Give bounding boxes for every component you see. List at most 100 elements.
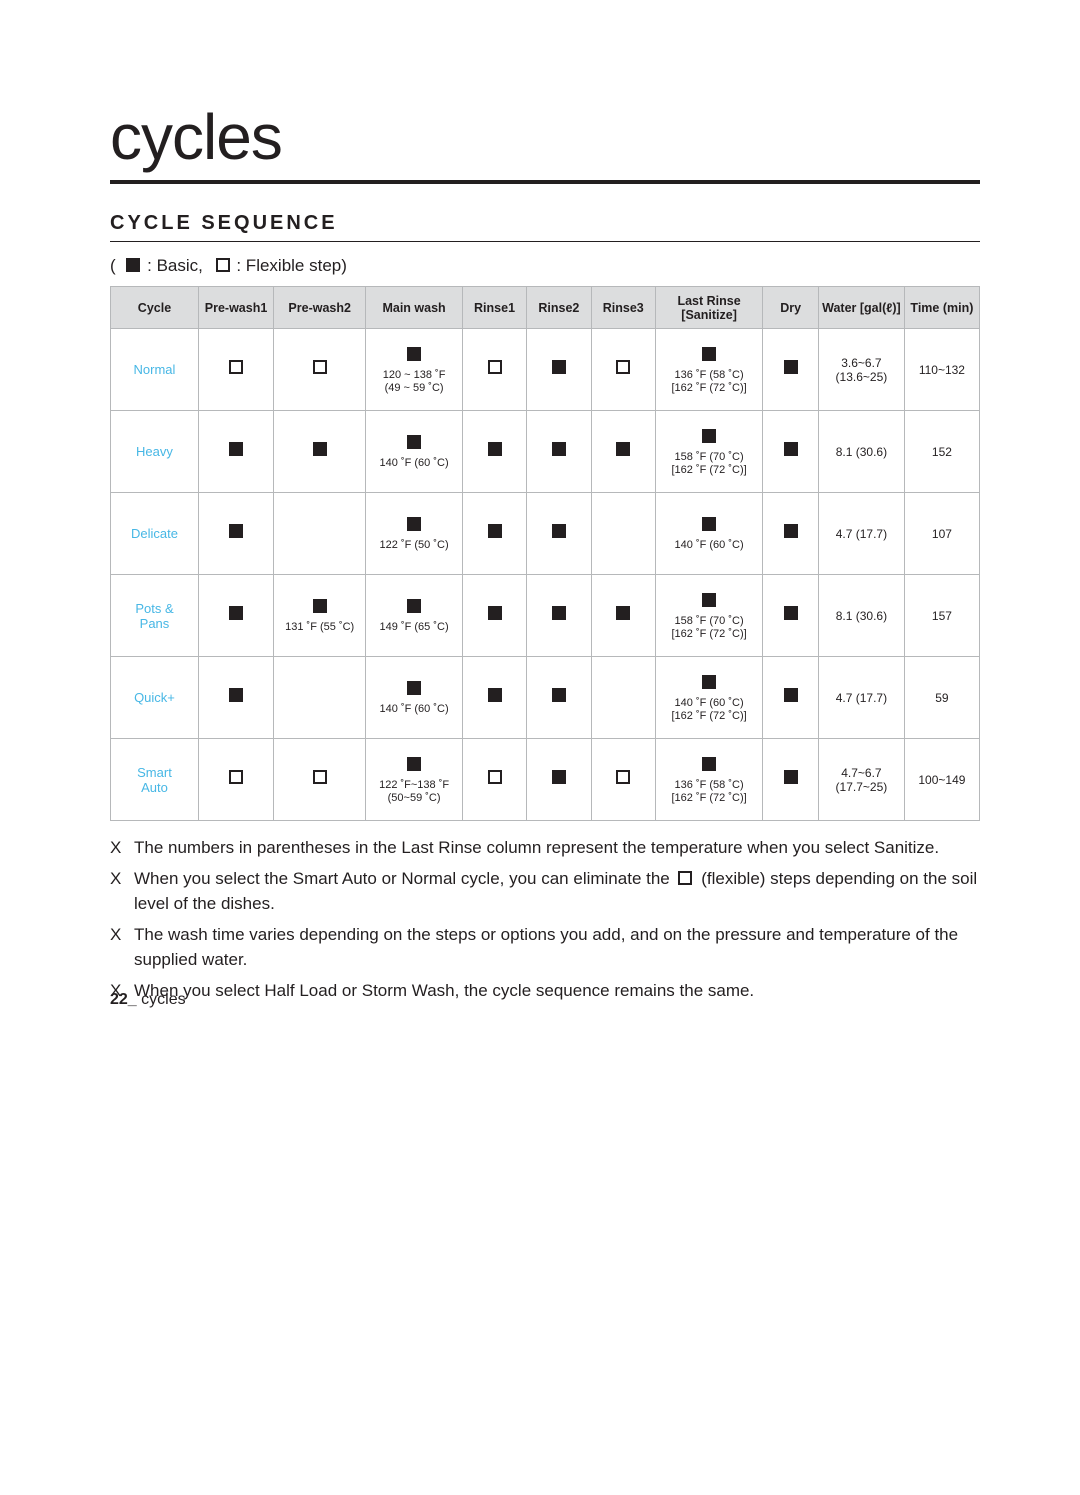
square-filled-icon <box>702 593 716 607</box>
cell-water: 4.7 (17.7) <box>819 493 905 575</box>
note-text: The numbers in parentheses in the Last R… <box>134 835 980 860</box>
th-water: Water [gal(ℓ)] <box>819 287 905 329</box>
note-item: XThe numbers in parentheses in the Last … <box>110 835 980 860</box>
cell-main: 120 ~ 138 ˚F(49 ~ 59 ˚C) <box>366 329 463 411</box>
square-filled-icon <box>702 757 716 771</box>
square-outline-icon <box>488 360 502 374</box>
cell-r3 <box>591 411 655 493</box>
square-outline-icon <box>313 360 327 374</box>
square-filled-icon <box>784 360 798 374</box>
table-header-row: Cycle Pre-wash1 Pre-wash2 Main wash Rins… <box>111 287 980 329</box>
cell-last: 140 ˚F (60 ˚C)[162 ˚F (72 ˚C)] <box>655 657 762 739</box>
cell-r2 <box>527 575 591 657</box>
square-filled-icon <box>488 606 502 620</box>
square-filled-icon <box>229 606 243 620</box>
cell-time: 100~149 <box>904 739 979 821</box>
cell-water: 4.7~6.7 (17.7~25) <box>819 739 905 821</box>
square-filled-icon <box>407 347 421 361</box>
table-row: Pots &Pans131 ˚F (55 ˚C)149 ˚F (65 ˚C)15… <box>111 575 980 657</box>
cell-pw2 <box>274 411 366 493</box>
cell-main: 149 ˚F (65 ˚C) <box>366 575 463 657</box>
square-filled-icon <box>784 606 798 620</box>
note-bullet: X <box>110 922 134 972</box>
page-title: cycles <box>110 100 980 184</box>
cell-time: 152 <box>904 411 979 493</box>
cell-pw2 <box>274 657 366 739</box>
cell-r2 <box>527 411 591 493</box>
cell-r3 <box>591 493 655 575</box>
cell-water: 4.7 (17.7) <box>819 657 905 739</box>
cell-r2 <box>527 493 591 575</box>
square-filled-icon <box>702 347 716 361</box>
square-filled-icon <box>407 757 421 771</box>
cell-dry <box>763 329 819 411</box>
cell-cycle: Delicate <box>111 493 199 575</box>
table-row: Quick+140 ˚F (60 ˚C)140 ˚F (60 ˚C)[162 ˚… <box>111 657 980 739</box>
th-pre2: Pre-wash2 <box>274 287 366 329</box>
legend-flex: : Flexible step) <box>236 256 347 275</box>
square-outline-icon <box>229 360 243 374</box>
cell-dry <box>763 657 819 739</box>
th-r1: Rinse1 <box>462 287 526 329</box>
square-filled-icon <box>552 770 566 784</box>
cell-r1 <box>462 657 526 739</box>
cell-cycle: Normal <box>111 329 199 411</box>
th-last: Last Rinse [Sanitize] <box>655 287 762 329</box>
cell-time: 107 <box>904 493 979 575</box>
square-filled-icon <box>488 524 502 538</box>
square-outline-icon <box>229 770 243 784</box>
cell-water: 8.1 (30.6) <box>819 411 905 493</box>
square-filled-icon <box>784 524 798 538</box>
cell-last: 136 ˚F (58 ˚C)[162 ˚F (72 ˚C)] <box>655 739 762 821</box>
cell-time: 157 <box>904 575 979 657</box>
cell-r3 <box>591 657 655 739</box>
square-filled-icon <box>552 688 566 702</box>
legend-basic: : Basic, <box>147 256 203 275</box>
cell-last: 136 ˚F (58 ˚C)[162 ˚F (72 ˚C)] <box>655 329 762 411</box>
cell-time: 59 <box>904 657 979 739</box>
square-filled-icon <box>616 442 630 456</box>
table-row: SmartAuto122 ˚F~138 ˚F(50~59 ˚C)136 ˚F (… <box>111 739 980 821</box>
square-outline-icon <box>678 871 692 885</box>
cell-r1 <box>462 411 526 493</box>
cell-r2 <box>527 329 591 411</box>
square-filled-icon <box>784 770 798 784</box>
square-filled-icon <box>126 258 140 272</box>
note-text: When you select Half Load or Storm Wash,… <box>134 978 980 1003</box>
cell-pw1 <box>198 329 273 411</box>
square-filled-icon <box>407 681 421 695</box>
square-filled-icon <box>313 599 327 613</box>
cell-last: 140 ˚F (60 ˚C) <box>655 493 762 575</box>
square-outline-icon <box>616 360 630 374</box>
note-text: When you select the Smart Auto or Normal… <box>134 866 980 916</box>
cell-cycle: Quick+ <box>111 657 199 739</box>
page-number: 22_ <box>110 991 137 1008</box>
cell-r2 <box>527 657 591 739</box>
cell-r1 <box>462 493 526 575</box>
square-filled-icon <box>229 442 243 456</box>
cell-main: 122 ˚F (50 ˚C) <box>366 493 463 575</box>
notes-list: XThe numbers in parentheses in the Last … <box>110 835 980 1003</box>
cell-pw2 <box>274 739 366 821</box>
page-footer: 22_ cycles <box>110 991 186 1009</box>
note-bullet: X <box>110 866 134 916</box>
section-heading: CYCLE SEQUENCE <box>110 212 980 242</box>
square-filled-icon <box>488 442 502 456</box>
cell-r1 <box>462 575 526 657</box>
legend: ( : Basic, : Flexible step) <box>110 256 980 276</box>
cell-pw1 <box>198 575 273 657</box>
th-r2: Rinse2 <box>527 287 591 329</box>
th-cycle: Cycle <box>111 287 199 329</box>
cell-r1 <box>462 739 526 821</box>
square-filled-icon <box>784 688 798 702</box>
legend-open: ( <box>110 256 116 275</box>
note-item: XWhen you select the Smart Auto or Norma… <box>110 866 980 916</box>
cell-pw2 <box>274 493 366 575</box>
square-filled-icon <box>552 606 566 620</box>
square-outline-icon <box>488 770 502 784</box>
square-filled-icon <box>407 435 421 449</box>
note-bullet: X <box>110 835 134 860</box>
cell-dry <box>763 411 819 493</box>
cell-pw1 <box>198 493 273 575</box>
cell-r3 <box>591 739 655 821</box>
